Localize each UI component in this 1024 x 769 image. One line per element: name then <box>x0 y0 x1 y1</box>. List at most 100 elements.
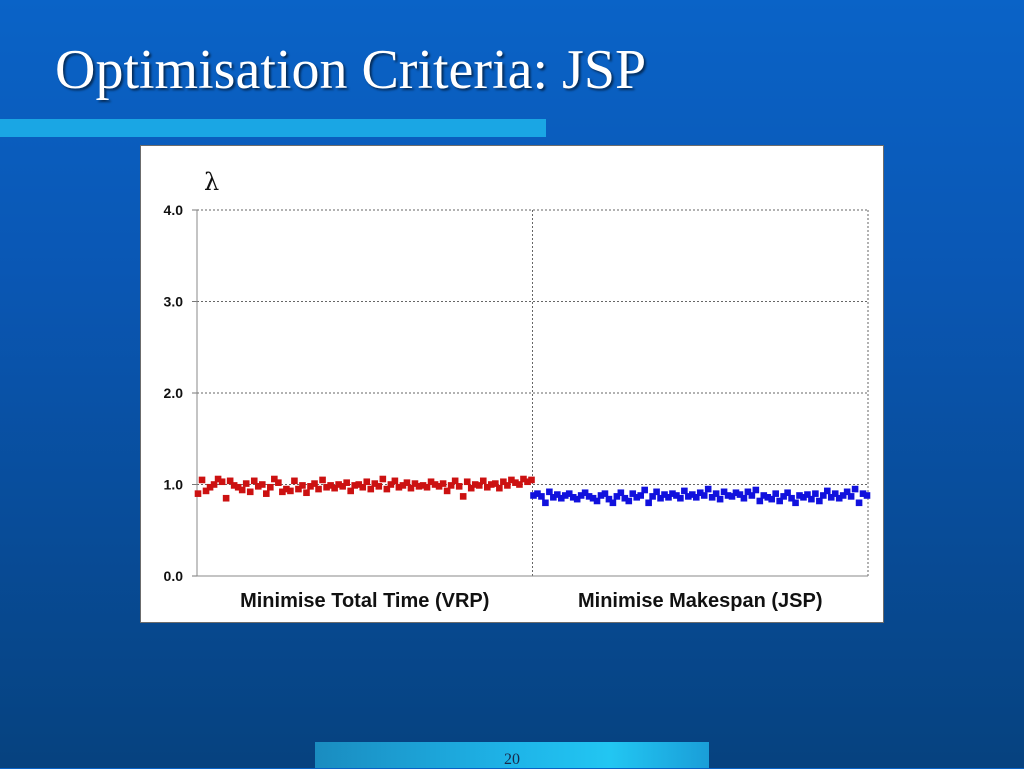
data-point-jsp <box>696 489 704 497</box>
data-point-vrp <box>307 483 314 490</box>
y-tick-label: 0.0 <box>164 568 184 584</box>
data-point-vrp <box>407 484 415 492</box>
data-point-vrp <box>359 483 367 491</box>
data-point-vrp <box>283 485 290 493</box>
data-point-vrp <box>383 485 391 493</box>
data-point-vrp <box>371 480 379 487</box>
data-point-vrp <box>355 481 363 488</box>
data-point-jsp <box>760 492 768 499</box>
data-point-jsp <box>554 491 561 498</box>
data-point-jsp <box>823 487 831 495</box>
data-point-vrp <box>250 477 258 485</box>
data-point-vrp <box>435 483 443 490</box>
data-point-vrp <box>234 483 242 491</box>
data-point-vrp <box>323 483 330 491</box>
data-point-vrp <box>206 483 214 491</box>
data-point-jsp <box>629 490 637 497</box>
data-point-vrp <box>303 489 310 497</box>
data-point-vrp <box>291 477 298 485</box>
data-point-vrp <box>258 481 266 488</box>
data-point-vrp <box>403 479 411 486</box>
data-point-jsp <box>530 492 537 499</box>
data-point-jsp <box>637 492 644 499</box>
data-point-jsp <box>585 493 593 500</box>
data-point-jsp <box>645 499 652 507</box>
data-point-jsp <box>613 493 621 500</box>
data-point-jsp <box>581 489 589 497</box>
data-point-vrp <box>411 480 419 487</box>
data-point-vrp <box>194 490 202 497</box>
data-point-vrp <box>463 478 471 486</box>
data-point-jsp <box>605 495 613 503</box>
data-point-jsp <box>716 495 724 503</box>
data-point-jsp <box>784 489 791 497</box>
data-point-jsp <box>538 493 545 500</box>
footer-bar: 20 <box>315 742 709 768</box>
data-point-jsp <box>756 497 764 505</box>
data-point-vrp <box>210 481 218 488</box>
data-point-vrp <box>443 487 451 495</box>
data-point-jsp <box>728 493 736 500</box>
data-point-vrp <box>347 487 354 495</box>
data-point-jsp <box>597 492 605 499</box>
data-point-vrp <box>379 475 387 483</box>
data-point-vrp <box>367 485 375 493</box>
data-point-vrp <box>327 482 334 489</box>
data-point-jsp <box>748 492 756 499</box>
data-point-jsp <box>816 497 823 505</box>
data-point-vrp <box>500 478 507 486</box>
data-point-jsp <box>732 489 740 497</box>
data-point-vrp <box>391 477 399 485</box>
data-point-jsp <box>561 492 569 499</box>
data-point-jsp <box>601 490 609 497</box>
data-point-jsp <box>621 494 629 502</box>
data-point-jsp <box>557 494 565 502</box>
data-point-vrp <box>516 481 523 488</box>
category-labels: Minimise Total Time (VRP) Minimise Makesp… <box>240 590 822 612</box>
data-point-jsp <box>859 490 867 497</box>
data-point-vrp <box>263 490 270 497</box>
data-point-jsp <box>708 494 716 501</box>
data-point-jsp <box>788 494 795 502</box>
data-point-vrp <box>475 482 483 489</box>
data-point-jsp <box>569 494 577 501</box>
data-point-jsp <box>665 494 672 501</box>
data-point-vrp <box>230 482 238 489</box>
data-point-vrp <box>415 483 423 490</box>
data-point-jsp <box>685 493 692 500</box>
data-point-jsp <box>736 491 744 498</box>
data-point-jsp <box>776 497 783 505</box>
data-point-jsp <box>800 494 807 501</box>
data-point-jsp <box>847 493 855 500</box>
data-point-jsp <box>768 495 776 503</box>
data-point-vrp <box>363 478 371 486</box>
data-point-vrp <box>387 481 395 488</box>
data-point-jsp <box>851 485 859 493</box>
data-point-vrp <box>222 494 230 502</box>
data-point-vrp <box>242 480 250 487</box>
title-underline <box>0 119 546 137</box>
data-point-jsp <box>855 499 863 507</box>
data-point-jsp <box>542 499 549 507</box>
data-points <box>194 475 871 507</box>
data-point-vrp <box>471 481 479 488</box>
data-point-vrp <box>431 481 439 488</box>
data-point-vrp <box>254 483 262 490</box>
data-point-jsp <box>609 499 617 507</box>
data-point-jsp <box>689 491 696 498</box>
y-tick-label: 1.0 <box>164 477 184 493</box>
data-point-vrp <box>319 476 326 484</box>
data-point-vrp <box>331 484 338 492</box>
data-point-vrp <box>512 479 519 486</box>
data-point-jsp <box>843 488 851 496</box>
data-point-jsp <box>820 492 827 499</box>
data-point-vrp <box>279 488 286 496</box>
data-point-vrp <box>399 482 407 489</box>
data-point-jsp <box>633 494 641 501</box>
data-point-vrp <box>311 480 318 487</box>
data-point-jsp <box>700 492 708 499</box>
data-point-jsp <box>792 499 799 507</box>
data-point-vrp <box>459 493 467 500</box>
data-point-jsp <box>593 497 601 505</box>
data-point-vrp <box>419 482 427 489</box>
